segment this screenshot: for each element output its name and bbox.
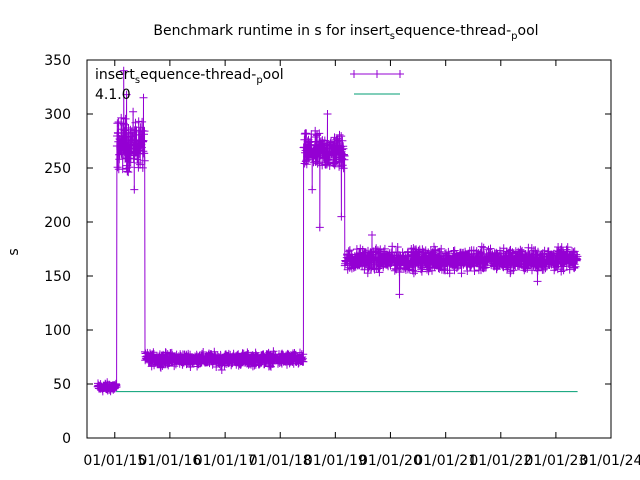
series-1-line (97, 70, 578, 392)
y-axis-label: s (6, 248, 22, 255)
x-tick-label: 01/01/17 (194, 453, 257, 469)
chart-title-part-1: Benchmark runtime in s for insert (153, 23, 390, 39)
x-tick-label: 01/01/18 (249, 453, 312, 469)
legend-entry-1-part-1: insert (95, 67, 135, 83)
x-tick-label: 01/01/22 (469, 453, 532, 469)
legend-entry-1-part-2: equence-thread- (140, 67, 256, 83)
y-tick-label: 150 (44, 269, 71, 285)
x-tick-label: 01/01/20 (359, 453, 422, 469)
y-tick-label: 350 (44, 53, 71, 69)
legend-entry-1-marker (373, 70, 381, 78)
y-tick-label: 0 (62, 431, 71, 447)
x-tick-label: 01/01/16 (138, 453, 201, 469)
legend-entry-1-marker (350, 70, 358, 78)
y-tick-label: 100 (44, 323, 71, 339)
chart-title-part-3: ool (518, 23, 539, 39)
plot-area: 05010015020025030035001/01/1501/01/1601/… (44, 53, 640, 469)
x-tick-label: 01/01/24 (580, 453, 640, 469)
legend-entry-1-part-3: ool (263, 67, 284, 83)
x-tick-label: 01/01/21 (414, 453, 477, 469)
plot-frame (86, 59, 612, 439)
legend-entry-1-label: insertsequence-thread-pool (95, 67, 284, 86)
y-tick-label: 50 (53, 377, 71, 393)
legend: insertsequence-thread-pool 4.1.0 (95, 67, 404, 103)
legend-entry-2-label: 4.1.0 (95, 87, 131, 103)
legend-entry-1-subscript-1: s (135, 75, 140, 86)
y-tick-label: 200 (44, 215, 71, 231)
y-tick-label: 250 (44, 161, 71, 177)
legend-entry-1-subscript-2: p (256, 75, 262, 86)
legend-entry-1-marker (396, 70, 404, 78)
chart-title-subscript-2: p (511, 31, 517, 42)
x-tick-label: 01/01/23 (524, 453, 587, 469)
chart-title: Benchmark runtime in s for insertsequenc… (153, 23, 538, 42)
x-tick-label: 01/01/15 (83, 453, 146, 469)
chart-title-subscript-1: s (390, 31, 395, 42)
chart-title-part-2: equence-thread- (395, 23, 511, 39)
x-tick-label: 01/01/19 (304, 453, 367, 469)
y-tick-label: 300 (44, 107, 71, 123)
series-1-markers (93, 66, 582, 396)
